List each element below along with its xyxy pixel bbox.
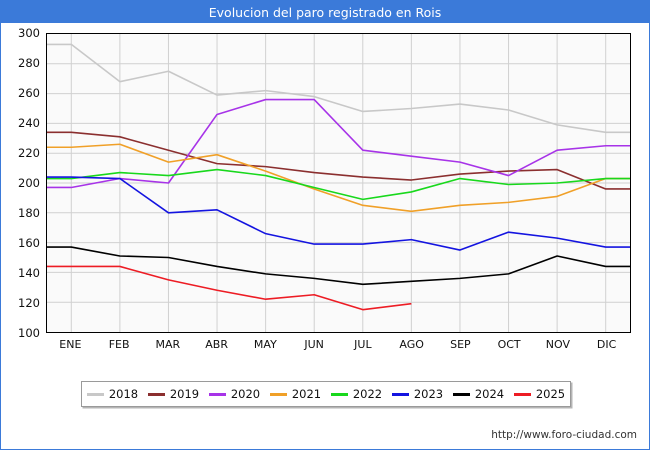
series-line-2025 (47, 265, 412, 311)
legend-item-2022[interactable]: 2022 (330, 387, 383, 401)
x-tick-label-feb: FEB (108, 338, 130, 351)
y-tick-label: 300 (18, 26, 40, 40)
x-axis-labels: ENE FEB MAR ABR MAY JUN JUL AGO SEP OCT NOV DIC (46, 336, 631, 356)
legend-label: 2023 (413, 387, 444, 401)
x-tick-label-mar: MAR (155, 338, 181, 351)
y-tick-label: 120 (18, 296, 40, 310)
x-tick-label-ago: AGO (399, 338, 424, 351)
chart-area: 100 120 140 160 180 200 220 240 260 280 300 ENE FEB… (1, 23, 649, 368)
legend-item-2024[interactable]: 2024 (452, 387, 505, 401)
legend-label: 2022 (352, 387, 383, 401)
y-tick-label: 280 (18, 56, 40, 70)
legend-swatch-icon (208, 392, 226, 396)
y-tick-label: 140 (18, 266, 40, 280)
window-title-bar: Evolucion del paro registrado en Rois (1, 1, 649, 23)
x-tick-label-oct: OCT (497, 338, 521, 351)
legend-swatch-icon (330, 392, 348, 396)
y-tick-label: 100 (18, 326, 40, 340)
series-line-2023 (47, 176, 630, 251)
legend-label: 2021 (291, 387, 322, 401)
legend-label: 2019 (169, 387, 200, 401)
y-tick-label: 260 (18, 86, 40, 100)
legend-swatch-icon (147, 392, 165, 396)
x-tick-label-abr: ABR (205, 338, 228, 351)
legend-item-2023[interactable]: 2023 (391, 387, 444, 401)
legend-swatch-icon (269, 392, 287, 396)
legend-swatch-icon (86, 392, 104, 396)
legend-item-2020[interactable]: 2020 (208, 387, 261, 401)
chart-legend: 2018 2019 2020 2021 2022 2023 2024 2025 (81, 381, 571, 407)
y-tick-label: 180 (18, 206, 40, 220)
series-line-2024 (47, 246, 630, 286)
legend-label: 2020 (230, 387, 261, 401)
series-line-2021 (47, 143, 630, 213)
source-url: http://www.foro-ciudad.com (491, 429, 637, 441)
chart-canvas (47, 34, 630, 332)
plot-area (46, 33, 631, 333)
y-tick-label: 200 (18, 176, 40, 190)
x-tick-label-may: MAY (253, 338, 277, 351)
series-line-2019 (47, 131, 630, 190)
series-line-2018 (47, 43, 630, 134)
x-tick-label-nov: NOV (545, 338, 570, 351)
legend-label: 2025 (535, 387, 566, 401)
series-line-2020 (47, 98, 630, 189)
page-title: Evolucion del paro registrado en Rois (208, 4, 442, 20)
legend-swatch-icon (513, 392, 531, 396)
legend-swatch-icon (452, 392, 470, 396)
legend-item-2018[interactable]: 2018 (86, 387, 139, 401)
y-axis-labels: 100 120 140 160 180 200 220 240 260 280 300 (1, 26, 43, 340)
x-tick-label-jun: JUN (304, 338, 324, 351)
y-tick-label: 240 (18, 116, 40, 130)
y-tick-label: 160 (18, 236, 40, 250)
legend-label: 2024 (474, 387, 505, 401)
x-tick-label-dic: DIC (596, 338, 617, 351)
x-tick-label-jul: JUL (354, 338, 372, 351)
x-tick-label-sep: SEP (450, 338, 471, 351)
y-tick-label: 220 (18, 146, 40, 160)
legend-label: 2018 (108, 387, 139, 401)
series-line-2022 (47, 168, 630, 201)
legend-item-2019[interactable]: 2019 (147, 387, 200, 401)
x-tick-label-ene: ENE (59, 338, 82, 351)
legend-swatch-icon (391, 392, 409, 396)
legend-item-2021[interactable]: 2021 (269, 387, 322, 401)
legend-item-2025[interactable]: 2025 (513, 387, 566, 401)
